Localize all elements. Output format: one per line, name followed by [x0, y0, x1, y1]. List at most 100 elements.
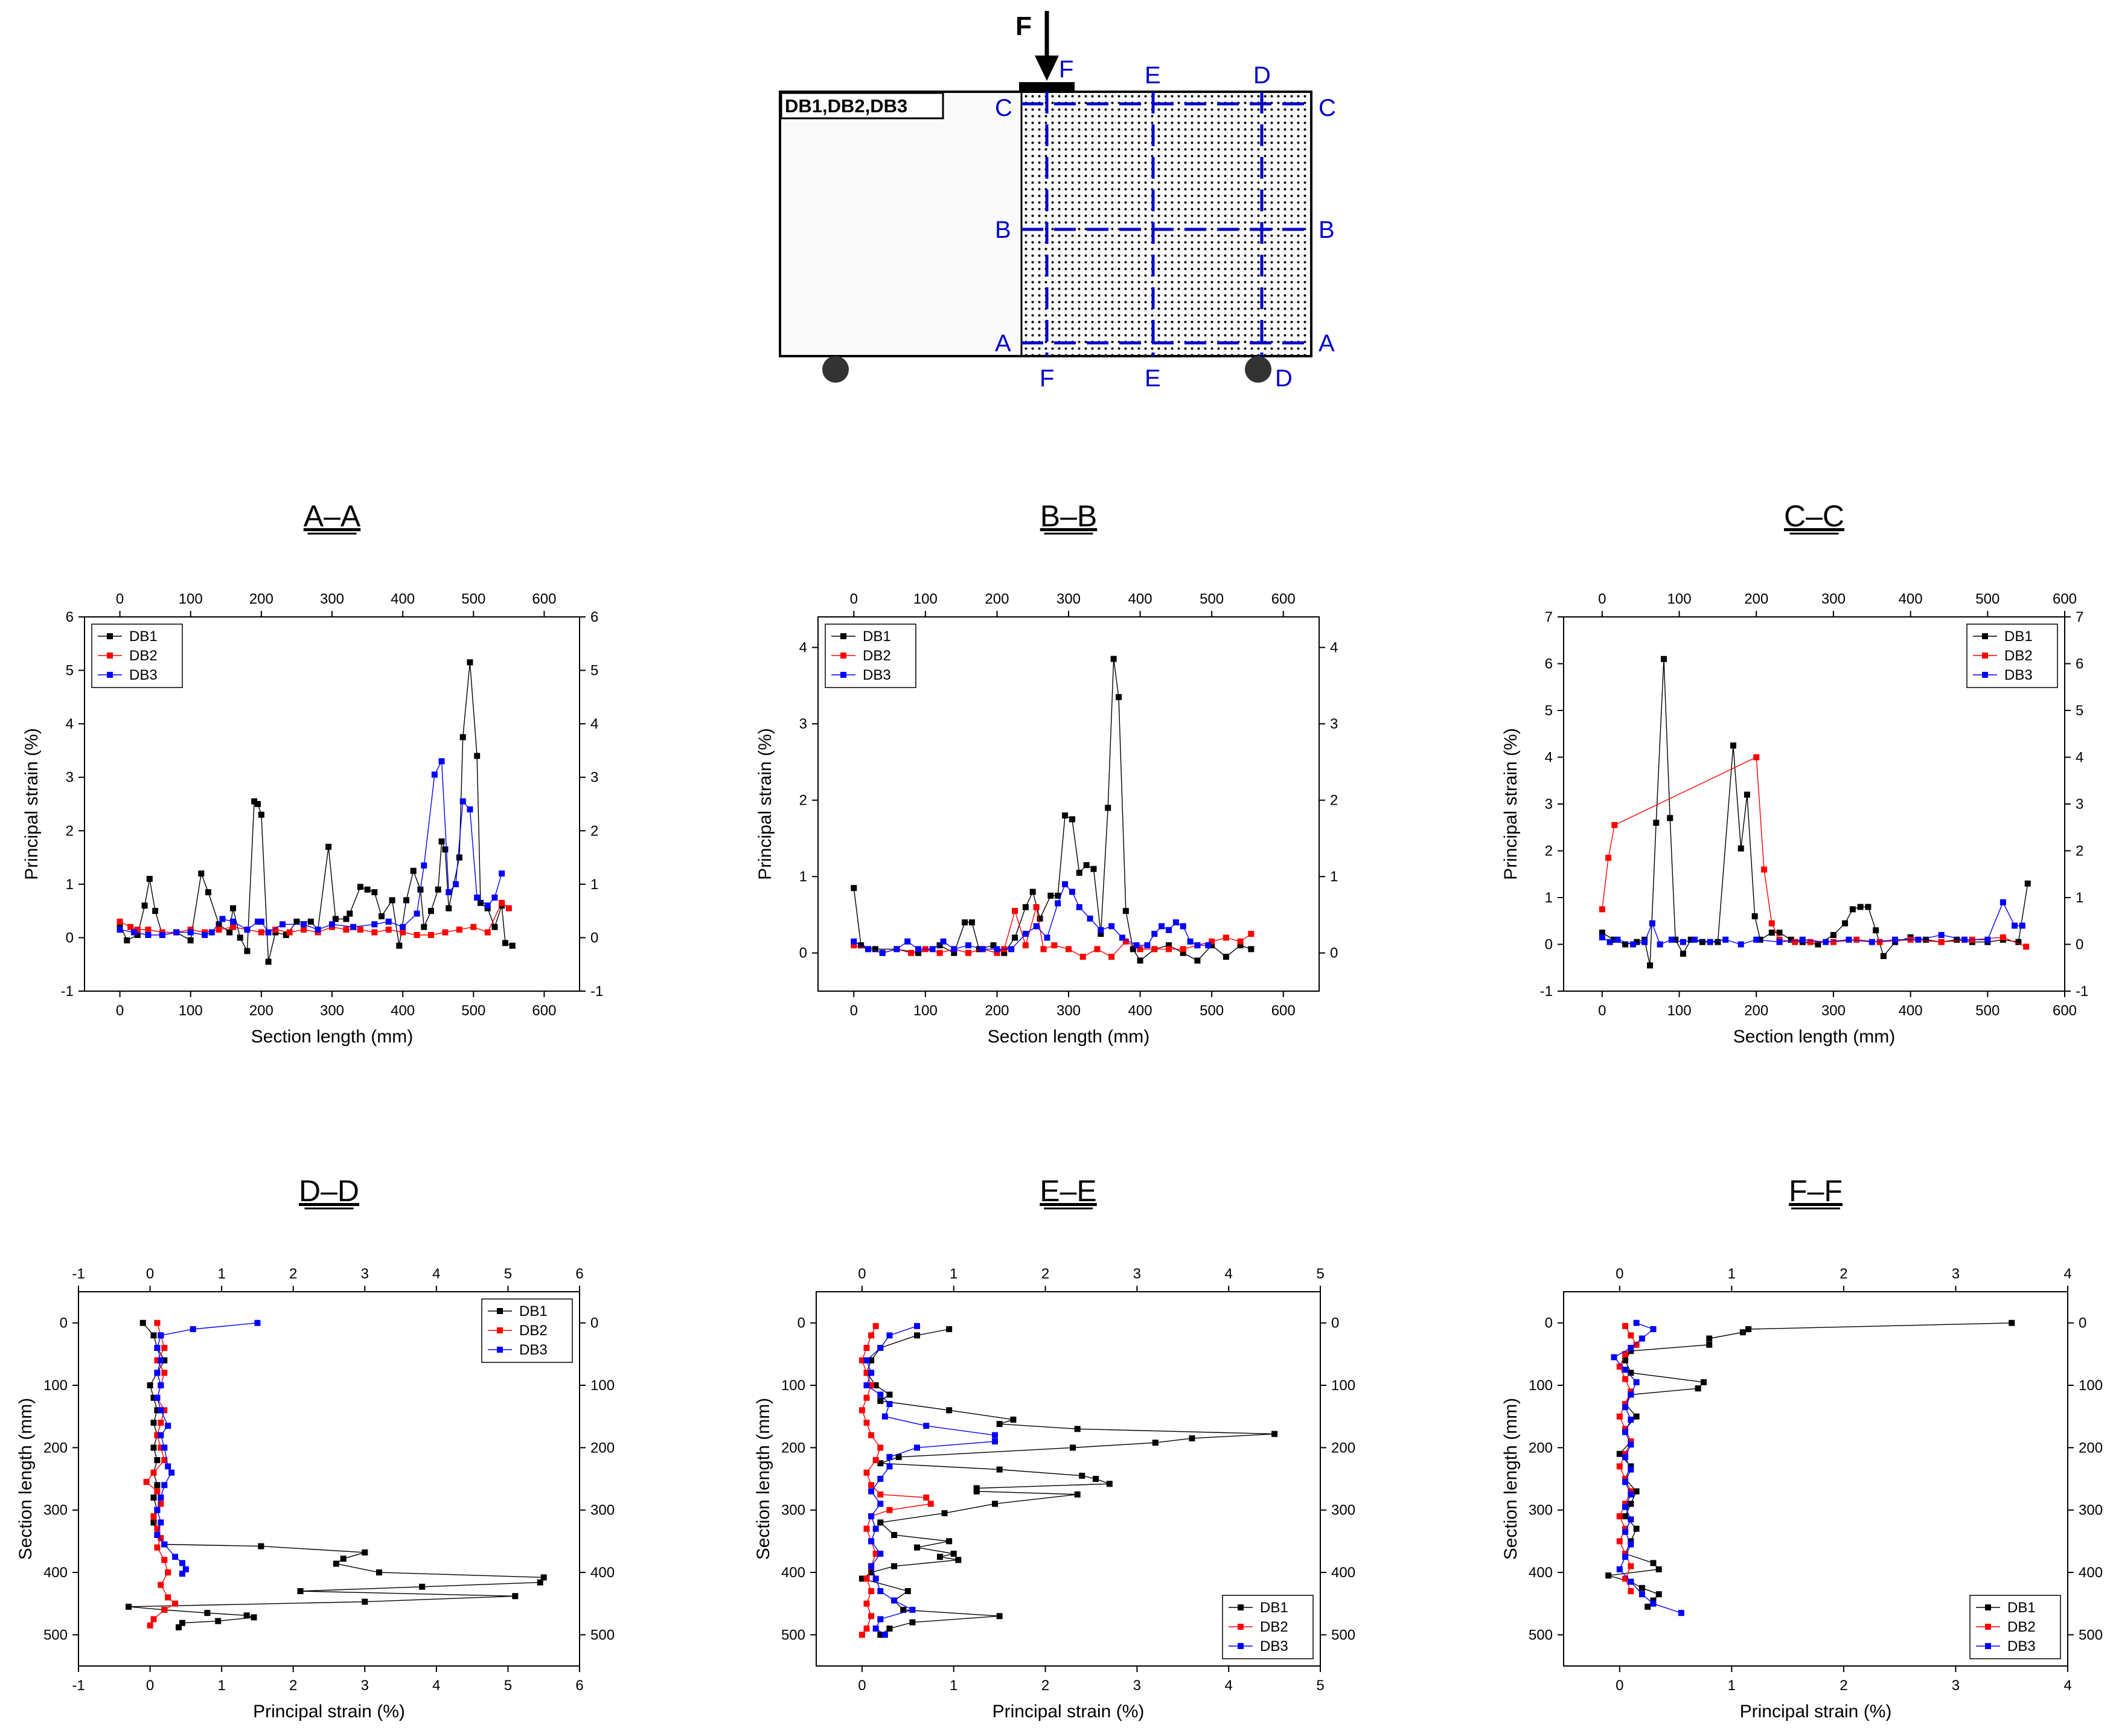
data-point-DB1 — [1730, 742, 1736, 749]
data-point-DB1 — [187, 937, 194, 943]
data-point-DB2 — [858, 1357, 865, 1364]
x-tick-label-top: 500 — [1200, 591, 1224, 607]
data-point-DB3 — [881, 1632, 888, 1638]
data-point-DB2 — [1616, 1364, 1623, 1370]
data-point-DB3 — [1069, 889, 1075, 895]
data-point-DB3 — [1915, 936, 1922, 943]
data-point-DB1 — [1189, 1435, 1195, 1441]
legend: DB1 DB2 DB3 — [481, 1298, 573, 1363]
data-point-DB1 — [1122, 908, 1129, 914]
data-point-DB1 — [1116, 694, 1122, 700]
data-point-DB2 — [1938, 939, 1945, 945]
data-point-DB3 — [1629, 941, 1636, 948]
data-point-DB1 — [962, 919, 968, 926]
data-point-DB2 — [1768, 920, 1775, 927]
data-point-DB1 — [1076, 869, 1082, 876]
data-point-DB1 — [161, 1357, 168, 1364]
x-tick-label-top: 0 — [850, 591, 858, 607]
y-axis-label: Principal strain (%) — [755, 728, 775, 880]
data-point-DB3 — [1938, 932, 1945, 938]
x-tick-label: 300 — [1821, 1003, 1846, 1019]
data-point-DB1 — [258, 1543, 264, 1549]
y-tick-label: -1 — [1540, 983, 1553, 1000]
y-tick-label-right: 1 — [590, 876, 598, 893]
legend-label: DB2 — [2007, 1619, 2036, 1635]
data-point-DB3 — [158, 1332, 164, 1339]
x-tick-label-top: 1 — [217, 1266, 225, 1282]
data-point-DB1 — [872, 946, 878, 953]
data-point-DB2 — [154, 1357, 161, 1364]
section-lines — [1021, 92, 1311, 356]
data-point-DB1 — [537, 1579, 543, 1586]
data-point-DB1 — [204, 1610, 211, 1616]
x-tick-label: 100 — [179, 1003, 203, 1019]
x-tick-label: -1 — [72, 1677, 85, 1694]
data-point-DB3 — [2019, 922, 2025, 929]
data-point-DB2 — [147, 1622, 153, 1629]
data-point-DB3 — [280, 921, 286, 928]
data-point-DB1 — [215, 1618, 222, 1624]
data-point-DB3 — [158, 1519, 164, 1526]
x-tick-label-top: 6 — [575, 1266, 583, 1282]
data-point-DB1 — [255, 801, 261, 807]
data-point-DB1 — [1622, 941, 1629, 948]
x-tick-label-top: 300 — [1821, 591, 1846, 607]
series-DB2 — [1616, 1323, 1640, 1594]
data-point-DB1 — [1954, 936, 1960, 943]
data-point-DB1 — [154, 1407, 161, 1414]
data-point-DB2 — [414, 932, 420, 938]
data-point-DB3 — [1668, 936, 1675, 943]
data-point-DB1 — [435, 886, 441, 893]
data-point-DB3 — [868, 1488, 875, 1495]
data-point-DB1 — [154, 1482, 161, 1489]
data-point-DB1 — [150, 1332, 157, 1339]
data-point-DB1 — [364, 886, 371, 893]
data-point-DB1 — [1194, 957, 1201, 964]
data-point-DB1 — [176, 1624, 182, 1630]
data-point-DB1 — [283, 932, 289, 938]
data-point-DB2 — [216, 927, 222, 933]
data-point-DB2 — [936, 949, 943, 956]
x-tick-label: 4 — [1225, 1677, 1233, 1694]
x-tick-label: 200 — [1744, 1003, 1768, 1019]
data-point-DB3 — [914, 1444, 920, 1451]
y-tick-label: 4 — [1545, 750, 1553, 766]
y-tick-label-right: 4 — [590, 716, 598, 732]
data-point-DB2 — [1151, 946, 1158, 953]
legend-swatch-marker — [1982, 633, 1988, 639]
y-axis-label: Section length (mm) — [753, 1398, 773, 1560]
data-point-DB1 — [237, 934, 243, 941]
data-point-DB3 — [219, 916, 226, 922]
data-point-DB3 — [1180, 923, 1186, 930]
x-tick-label-top: 4 — [1225, 1266, 1233, 1282]
legend-label: DB2 — [129, 648, 158, 664]
y-tick-label-right: 300 — [1331, 1502, 1355, 1519]
x-tick-label: 2 — [1840, 1677, 1847, 1694]
data-point-DB1 — [1209, 942, 1215, 949]
legend-label: DB3 — [2007, 1638, 2036, 1655]
data-point-DB1 — [968, 919, 975, 926]
data-point-DB3 — [1622, 1429, 1629, 1435]
legend-label: DB3 — [863, 667, 891, 683]
y-tick-label: 300 — [781, 1502, 805, 1519]
legend: DB1 DB2 DB3 — [1222, 1595, 1314, 1659]
data-point-DB2 — [1830, 939, 1836, 945]
data-point-DB3 — [881, 1413, 888, 1420]
data-point-DB2 — [872, 1551, 879, 1557]
y-tick-label: 1 — [66, 876, 74, 893]
left-support — [822, 356, 849, 383]
data-point-DB1 — [307, 918, 314, 925]
chart-CC: C–C0010010020020030030040040050050060060… — [1501, 499, 2088, 1047]
y-tick-label-right: 3 — [2076, 796, 2083, 812]
data-point-DB1 — [146, 876, 153, 882]
data-point-DB1 — [1047, 892, 1054, 899]
data-point-DB1 — [1022, 904, 1029, 910]
legend-label: DB2 — [1260, 1619, 1288, 1635]
data-point-DB3 — [1737, 941, 1744, 948]
x-tick-label: 100 — [1667, 1003, 1692, 1019]
data-point-DB1 — [150, 1444, 157, 1451]
data-point-DB1 — [1923, 936, 1929, 943]
data-point-DB2 — [158, 1581, 164, 1588]
specimen-label: DB1,DB2,DB3 — [785, 95, 907, 116]
legend-swatch-marker — [1985, 1604, 1991, 1610]
